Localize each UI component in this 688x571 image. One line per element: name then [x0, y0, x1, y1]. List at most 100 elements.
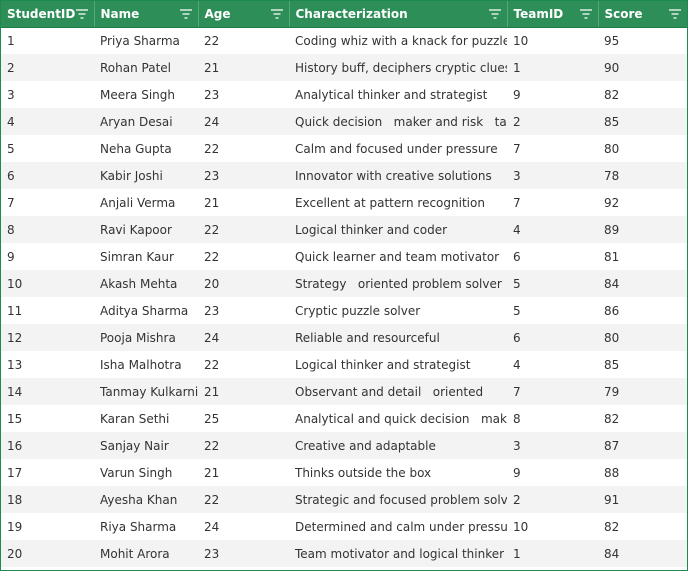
cell-teamid[interactable]: 9	[513, 87, 521, 102]
cell-name[interactable]: Neha Gupta	[100, 141, 172, 156]
cell-studentid[interactable]: 6	[7, 168, 15, 183]
cell-studentid[interactable]: 8	[7, 222, 15, 237]
cell-characterization[interactable]: Strategy oriented problem solver	[295, 276, 502, 291]
cell-age[interactable]: 21	[204, 195, 220, 210]
column-header-name[interactable]: Name	[94, 1, 199, 28]
cell-teamid[interactable]: 2	[513, 114, 521, 129]
table-row[interactable]: 11 Aditya Sharma 23 Cryptic puzzle solver 5 8…	[1, 297, 687, 324]
cell-characterization[interactable]: Innovator with creative solutions	[295, 168, 492, 183]
cell-score[interactable]: 80	[604, 330, 620, 345]
cell-studentid[interactable]: 20	[7, 546, 23, 561]
cell-studentid[interactable]: 3	[7, 87, 15, 102]
cell-age[interactable]: 22	[204, 492, 220, 507]
cell-score[interactable]: 90	[604, 60, 620, 75]
cell-teamid[interactable]: 10	[513, 33, 529, 48]
column-header-teamid[interactable]: TeamID	[507, 1, 599, 28]
filter-icon[interactable]	[488, 9, 501, 19]
cell-characterization[interactable]: Coding whiz with a knack for puzzles	[295, 33, 507, 48]
cell-age[interactable]: 25	[204, 411, 220, 426]
cell-characterization[interactable]: Determined and calm under pressure	[295, 519, 507, 534]
cell-name[interactable]: Isha Malhotra	[100, 357, 182, 372]
table-row[interactable]: 9 Simran Kaur 22 Quick learner and team mot…	[1, 243, 687, 270]
table-row[interactable]: 19 Riya Sharma 24 Determined and calm under…	[1, 513, 687, 540]
cell-studentid[interactable]: 19	[7, 519, 23, 534]
cell-name[interactable]: Riya Sharma	[100, 519, 177, 534]
table-row[interactable]: 1 Priya Sharma 22 Coding whiz with a knack …	[1, 27, 687, 54]
cell-teamid[interactable]: 10	[513, 519, 529, 534]
cell-age[interactable]: 22	[204, 438, 220, 453]
cell-characterization[interactable]: Cryptic puzzle solver	[295, 303, 421, 318]
cell-characterization[interactable]: Analytical and quick decision maker	[295, 411, 507, 426]
filter-icon[interactable]	[179, 9, 192, 19]
cell-score[interactable]: 91	[604, 492, 620, 507]
column-header-characterization[interactable]: Characterization	[289, 1, 508, 28]
cell-age[interactable]: 22	[204, 33, 220, 48]
cell-name[interactable]: Ravi Kapoor	[100, 222, 172, 237]
column-header-age[interactable]: Age	[198, 1, 290, 28]
table-row[interactable]: 7 Anjali Verma 21 Excellent at pattern reco…	[1, 189, 687, 216]
filter-icon[interactable]	[579, 9, 592, 19]
cell-age[interactable]: 21	[204, 60, 220, 75]
cell-teamid[interactable]: 3	[513, 168, 521, 183]
cell-characterization[interactable]: Logical thinker and coder	[295, 222, 448, 237]
cell-age[interactable]: 23	[204, 168, 220, 183]
cell-name[interactable]: Akash Mehta	[100, 276, 178, 291]
table-row[interactable]: 4 Aryan Desai 24 Quick decision maker and r…	[1, 108, 687, 135]
cell-score[interactable]: 84	[604, 276, 620, 291]
cell-score[interactable]: 88	[604, 465, 620, 480]
cell-teamid[interactable]: 3	[513, 438, 521, 453]
cell-studentid[interactable]: 13	[7, 357, 23, 372]
cell-studentid[interactable]: 2	[7, 60, 15, 75]
cell-name[interactable]: Mohit Arora	[100, 546, 170, 561]
cell-name[interactable]: Aditya Sharma	[100, 303, 189, 318]
cell-age[interactable]: 23	[204, 87, 220, 102]
cell-studentid[interactable]: 7	[7, 195, 15, 210]
cell-score[interactable]: 81	[604, 249, 620, 264]
cell-age[interactable]: 22	[204, 222, 220, 237]
column-header-score[interactable]: Score	[598, 1, 687, 28]
cell-name[interactable]: Kabir Joshi	[100, 168, 163, 183]
cell-age[interactable]: 20	[204, 276, 220, 291]
cell-score[interactable]: 84	[604, 546, 620, 561]
cell-studentid[interactable]: 9	[7, 249, 15, 264]
cell-score[interactable]: 86	[604, 303, 620, 318]
cell-studentid[interactable]: 12	[7, 330, 23, 345]
cell-name[interactable]: Simran Kaur	[100, 249, 174, 264]
cell-teamid[interactable]: 2	[513, 492, 521, 507]
cell-studentid[interactable]: 14	[7, 384, 23, 399]
cell-characterization[interactable]: Observant and detail oriented	[295, 384, 484, 399]
cell-name[interactable]: Pooja Mishra	[100, 330, 176, 345]
cell-name[interactable]: Varun Singh	[100, 465, 173, 480]
table-row[interactable]: 20 Mohit Arora 23 Team motivator and logica…	[1, 540, 687, 567]
cell-name[interactable]: Anjali Verma	[100, 195, 176, 210]
cell-characterization[interactable]: Logical thinker and strategist	[295, 357, 471, 372]
cell-characterization[interactable]: Calm and focused under pressure	[295, 141, 498, 156]
cell-score[interactable]: 82	[604, 411, 620, 426]
cell-age[interactable]: 21	[204, 384, 220, 399]
cell-teamid[interactable]: 5	[513, 303, 521, 318]
cell-age[interactable]: 22	[204, 249, 220, 264]
cell-characterization[interactable]: Strategic and focused problem solver	[295, 492, 507, 507]
table-row[interactable]: 15 Karan Sethi 25 Analytical and quick deci…	[1, 405, 687, 432]
cell-teamid[interactable]: 8	[513, 411, 521, 426]
cell-teamid[interactable]: 7	[513, 384, 521, 399]
cell-characterization[interactable]: Reliable and resourceful	[295, 330, 440, 345]
table-row[interactable]: 17 Varun Singh 21 Thinks outside the box 9 88	[1, 459, 687, 486]
cell-characterization[interactable]: Analytical thinker and strategist	[295, 87, 488, 102]
cell-name[interactable]: Meera Singh	[100, 87, 175, 102]
cell-characterization[interactable]: Excellent at pattern recognition	[295, 195, 485, 210]
cell-name[interactable]: Karan Sethi	[100, 411, 170, 426]
cell-name[interactable]: Aryan Desai	[100, 114, 173, 129]
cell-score[interactable]: 92	[604, 195, 620, 210]
cell-teamid[interactable]: 1	[513, 60, 521, 75]
cell-score[interactable]: 82	[604, 87, 620, 102]
table-row[interactable]: 6 Kabir Joshi 23 Innovator with creative so…	[1, 162, 687, 189]
cell-age[interactable]: 22	[204, 357, 220, 372]
cell-characterization[interactable]: Team motivator and logical thinker	[295, 546, 505, 561]
cell-studentid[interactable]: 11	[7, 303, 23, 318]
cell-score[interactable]: 85	[604, 114, 620, 129]
cell-score[interactable]: 80	[604, 141, 620, 156]
cell-age[interactable]: 24	[204, 330, 220, 345]
table-row[interactable]: 2 Rohan Patel 21 History buff, deciphers cr…	[1, 54, 687, 81]
filter-icon[interactable]	[669, 9, 681, 19]
